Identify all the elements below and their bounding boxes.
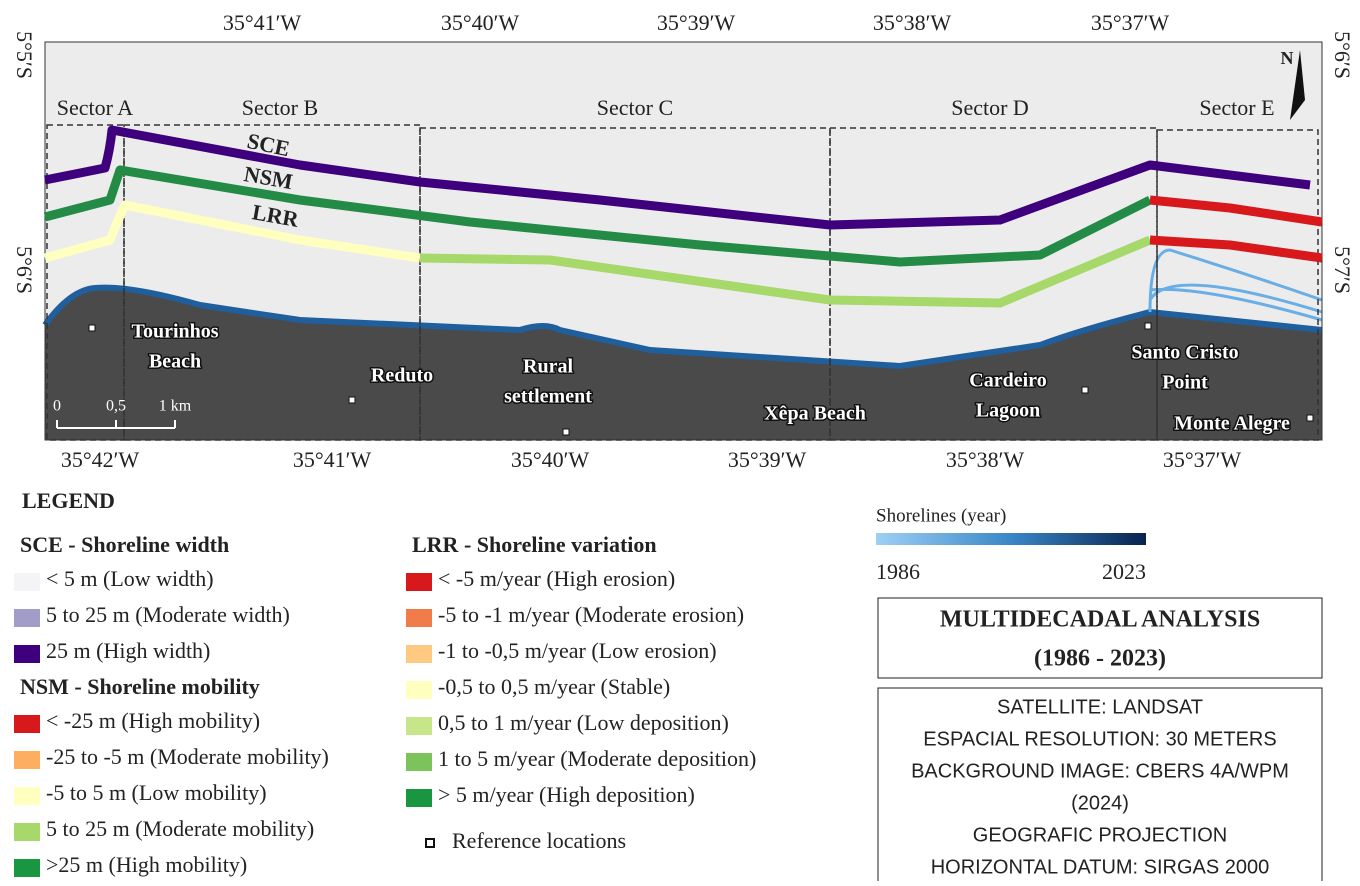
sector-label: Sector B <box>242 95 318 120</box>
bottom-lon-label: 35°42′W <box>61 447 140 472</box>
shoreline-indicators <box>43 125 1323 308</box>
top-lon-label: 35°38′W <box>873 10 952 35</box>
info-line: (2024) <box>1071 792 1129 814</box>
right-lat-label: 5°6′S <box>1330 31 1355 79</box>
legend-item: 1 to 5 m/year (Moderate deposition) <box>438 746 756 771</box>
shoreline-gradient <box>876 533 1146 545</box>
legend-swatch <box>406 717 432 735</box>
place-label: Cardeiro <box>969 370 1046 392</box>
legend-swatch <box>14 609 40 627</box>
reference-location <box>88 324 96 332</box>
place-label: settlement <box>504 386 592 408</box>
reference-location <box>1144 322 1152 330</box>
shorelines-end: 2023 <box>1102 559 1146 584</box>
sector-label: Sector E <box>1199 95 1274 120</box>
bottom-lon-label: 35°40′W <box>511 447 590 472</box>
legend-swatch <box>14 715 40 733</box>
place-label: Tourinhos <box>131 321 218 343</box>
right-lat-label: 5°7′S <box>1330 246 1355 294</box>
legend-swatch <box>406 573 432 591</box>
info-line: BACKGROUND IMAGE: CBERS 4A/WPM <box>911 760 1289 782</box>
legend-swatch <box>406 645 432 663</box>
legend-swatch <box>406 753 432 771</box>
bottom-lon-label: 35°41′W <box>293 447 372 472</box>
legend-item: -25 to -5 m (Moderate mobility) <box>46 744 329 769</box>
place-label: Reduto <box>371 365 433 387</box>
scale-label: 1 km <box>159 398 192 415</box>
legend-swatch <box>14 787 40 805</box>
scale-bar <box>56 420 176 429</box>
legend-item: > 5 m/year (High deposition) <box>438 782 695 807</box>
legend-item: -1 to -0,5 m/year (Low erosion) <box>438 638 717 663</box>
sector-label: Sector D <box>951 95 1029 120</box>
shoreline-1986-2023 <box>42 284 1323 370</box>
legend-item: < -25 m (High mobility) <box>46 708 260 733</box>
map-border <box>44 41 1323 441</box>
place-label: Santo Cristo <box>1131 342 1238 364</box>
info-line: HORIZONTAL DATUM: SIRGAS 2000 <box>931 856 1270 878</box>
place-label: Lagoon <box>976 400 1040 422</box>
reference-location <box>1081 386 1089 394</box>
top-lon-label: 35°39′W <box>657 10 736 35</box>
shorelines-title: Shorelines (year) <box>876 505 1006 526</box>
legend-title: LEGEND <box>22 488 115 513</box>
place-label: Rural <box>523 356 573 378</box>
reference-swatch <box>425 838 435 848</box>
legend-item: -5 to -1 m/year (Moderate erosion) <box>438 602 744 627</box>
legend-item: 5 to 25 m (Moderate mobility) <box>46 816 314 841</box>
legend-swatch <box>14 573 40 591</box>
sector-label: Sector C <box>597 95 673 120</box>
legend-swatch <box>14 751 40 769</box>
legend-item: 0,5 to 1 m/year (Low deposition) <box>438 710 729 735</box>
legend-group-title: LRR - Shoreline variation <box>412 532 657 557</box>
info-line: ESPACIAL RESOLUTION: 30 METERS <box>923 728 1276 750</box>
legend-item: >25 m (High mobility) <box>46 852 247 877</box>
info-line: SATELLITE: LANDSAT <box>997 696 1203 718</box>
bottom-lon-label: 35°38′W <box>946 447 1025 472</box>
place-label: Monte Alegre <box>1174 413 1290 435</box>
scale-label: 0 <box>53 398 61 415</box>
legend-item: 5 to 25 m (Moderate width) <box>46 602 290 627</box>
top-lon-label: 35°41′W <box>223 10 302 35</box>
legend-item: 25 m (High width) <box>46 638 210 663</box>
place-label: Xêpa Beach <box>764 403 866 425</box>
info-line: GEOGRAFIC PROJECTION <box>973 824 1227 846</box>
legend-item: < -5 m/year (High erosion) <box>438 566 675 591</box>
top-lon-label: 35°37′W <box>1091 10 1170 35</box>
place-label: Point <box>1162 372 1208 394</box>
scale-label: 0,5 <box>106 398 126 415</box>
legend-swatch <box>406 609 432 627</box>
legend-swatch <box>406 681 432 699</box>
legend-reference: Reference locations <box>452 828 626 853</box>
top-lon-label: 35°40′W <box>441 10 520 35</box>
north-arrow <box>1290 50 1305 120</box>
legend-swatch <box>14 859 40 877</box>
bottom-lon-label: 35°39′W <box>728 447 807 472</box>
legend-group-title: NSM - Shoreline mobility <box>20 674 260 699</box>
reference-location <box>562 428 570 436</box>
legend-swatch <box>406 789 432 807</box>
legend-swatch <box>14 823 40 841</box>
legend-swatch <box>14 645 40 663</box>
left-lat-label: 5°5′S <box>12 31 37 79</box>
sector-label: Sector A <box>57 95 133 120</box>
sector-boxes <box>46 124 1319 441</box>
north-label: N <box>1281 48 1294 68</box>
reference-location <box>348 396 356 404</box>
left-lat-label: 5°6′S <box>12 246 37 294</box>
legend-item: < 5 m (Low width) <box>46 566 214 591</box>
legend-group-title: SCE - Shoreline width <box>20 532 229 557</box>
analysis-box <box>877 597 1323 679</box>
analysis-title: MULTIDECADAL ANALYSIS <box>940 607 1260 633</box>
info-box <box>877 687 1323 886</box>
bottom-lon-label: 35°37′W <box>1163 447 1242 472</box>
legend-item: -5 to 5 m (Low mobility) <box>46 780 267 805</box>
reference-location <box>1306 414 1314 422</box>
analysis-period: (1986 - 2023) <box>1034 646 1166 672</box>
place-label: Beach <box>149 351 201 373</box>
shorelines-start: 1986 <box>876 559 920 584</box>
legend-item: -0,5 to 0,5 m/year (Stable) <box>438 674 670 699</box>
